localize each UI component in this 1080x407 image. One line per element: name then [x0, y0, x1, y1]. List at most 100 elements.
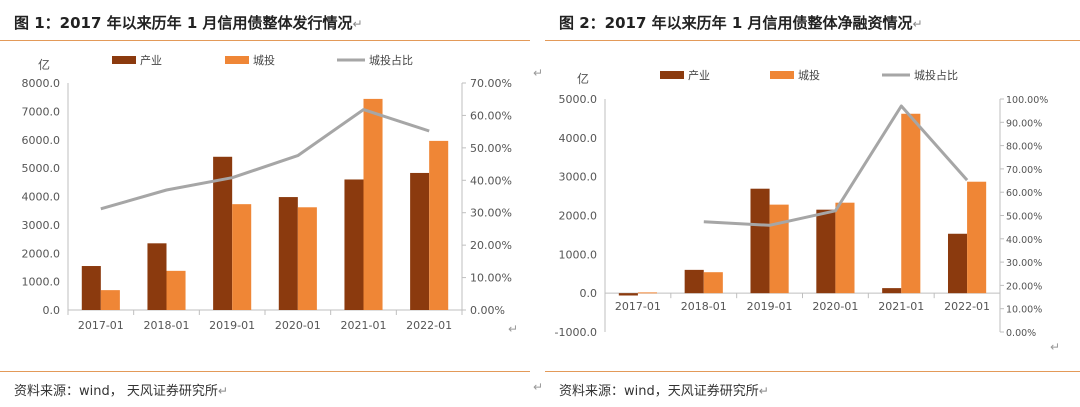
- title-divider: [0, 40, 530, 41]
- source-divider: [545, 371, 1080, 372]
- left-tick-label: 4000.0: [22, 191, 61, 204]
- category-label: 2019-01: [747, 300, 793, 313]
- right-tick-label: 0.00%: [470, 304, 505, 317]
- bar-产业: [882, 288, 902, 294]
- right-tick-label: 20.00%: [470, 239, 512, 252]
- bar-产业: [344, 179, 364, 310]
- left-tick-label: 6000.0: [22, 134, 61, 147]
- figure-1-title: 图 1：2017 年以来历年 1 月信用债整体发行情况↵: [14, 14, 363, 32]
- right-tick-label: 70.00%: [470, 77, 512, 90]
- bar-产业: [410, 172, 430, 310]
- right-tick-label: 10.00%: [1006, 305, 1042, 316]
- return-mark: ↵: [758, 384, 769, 398]
- figure-2-source: 资料来源：wind，天风证券研究所↵: [559, 384, 769, 399]
- legend-label: 城投占比: [914, 68, 958, 82]
- left-tick-label: 0.0: [43, 304, 61, 317]
- figure-1-chart: 亿 0.0 1000.0 2000.0 3000.0 4000.0 5000.0 6000.0…: [22, 53, 512, 332]
- source-divider: [0, 371, 530, 372]
- category-label: 2021-01: [341, 319, 387, 332]
- return-mark: ↵: [508, 322, 519, 336]
- line-城投占比: [703, 104, 969, 227]
- return-mark: ↵: [1050, 340, 1061, 354]
- bar-产业: [278, 197, 298, 310]
- y-axis-unit: 亿: [577, 71, 589, 86]
- right-tick-label: 60.00%: [1006, 188, 1042, 199]
- figure-2-panel: 图 2：2017 年以来历年 1 月信用债整体净融资情况↵ 亿 -1000.0 0.…: [545, 0, 1080, 407]
- figure-1-source: 资料来源：wind， 天风证券研究所↵: [14, 384, 228, 399]
- return-mark: ↵: [912, 17, 923, 31]
- right-tick-label: 30.00%: [470, 207, 512, 220]
- bar-城投: [429, 140, 449, 310]
- bar-城投: [297, 207, 317, 310]
- bar-城投: [901, 113, 921, 294]
- legend-swatch: [770, 71, 794, 79]
- right-tick-label: 40.00%: [470, 174, 512, 187]
- bar-产业: [81, 266, 101, 310]
- bar-城投: [363, 98, 383, 310]
- bar-城投: [637, 292, 658, 294]
- bar-产业: [684, 269, 704, 294]
- right-tick-label: 10.00%: [470, 272, 512, 285]
- left-tick-label: 7000.0: [22, 105, 61, 118]
- legend-swatch: [225, 56, 249, 64]
- right-tick-label: 20.00%: [1006, 281, 1042, 292]
- category-label: 2018-01: [681, 300, 727, 313]
- figure-1-panel: 图 1：2017 年以来历年 1 月信用债整体发行情况↵ 亿 0.0 1000.0 2…: [0, 0, 530, 407]
- bar-城投: [703, 272, 723, 294]
- title-divider: [545, 40, 1080, 41]
- right-tick-label: 80.00%: [1006, 142, 1042, 153]
- category-label: 2022-01: [406, 319, 452, 332]
- line-城投占比: [100, 108, 430, 211]
- legend-swatch: [112, 56, 136, 64]
- category-label: 2017-01: [615, 300, 661, 313]
- bar-产业: [816, 209, 836, 294]
- bar-城投: [100, 290, 120, 310]
- bar-产业: [213, 156, 233, 310]
- right-tick-label: 100.00%: [1006, 95, 1048, 106]
- right-tick-label: 40.00%: [1006, 235, 1042, 246]
- legend-label: 城投: [798, 68, 820, 82]
- bar-城投: [232, 204, 252, 310]
- left-tick-label: 4000.0: [559, 132, 598, 145]
- category-label: 2022-01: [944, 300, 990, 313]
- left-tick-label: 1000.0: [559, 248, 598, 261]
- return-mark: ↵: [217, 384, 228, 398]
- return-mark: ↵: [533, 380, 544, 394]
- left-tick-label: 2000.0: [559, 210, 598, 223]
- category-label: 2021-01: [878, 300, 924, 313]
- right-tick-label: 50.00%: [1006, 212, 1042, 223]
- return-mark: ↵: [352, 17, 363, 31]
- bar-城投: [769, 204, 789, 294]
- left-tick-label: 5000.0: [22, 162, 61, 175]
- category-label: 2018-01: [144, 319, 190, 332]
- right-tick-label: 90.00%: [1006, 118, 1042, 129]
- legend-label: 产业: [140, 53, 162, 67]
- left-tick-label: 2000.0: [22, 247, 61, 260]
- left-tick-label: 3000.0: [22, 219, 61, 232]
- category-label: 2020-01: [812, 300, 858, 313]
- category-label: 2017-01: [78, 319, 124, 332]
- category-label: 2019-01: [209, 319, 255, 332]
- bar-产业: [618, 293, 638, 296]
- bar-城投: [835, 202, 855, 294]
- y-axis-unit: 亿: [38, 57, 50, 72]
- category-label: 2020-01: [275, 319, 321, 332]
- return-mark: ↵: [533, 66, 544, 80]
- left-tick-label: 1000.0: [22, 276, 61, 289]
- right-tick-label: 30.00%: [1006, 258, 1042, 269]
- figure-2-chart: 亿 -1000.0 0.0 1000.0 2000.0 3000.0 4000.0 5000.…: [555, 68, 1049, 339]
- left-tick-label: -1000.0: [555, 326, 597, 339]
- legend-label: 城投: [253, 53, 275, 67]
- left-tick-label: 5000.0: [559, 93, 598, 106]
- bar-产业: [147, 243, 167, 310]
- right-tick-label: 0.00%: [1006, 328, 1036, 339]
- right-tick-label: 60.00%: [470, 109, 512, 122]
- bar-城投: [967, 181, 987, 294]
- right-tick-label: 70.00%: [1006, 165, 1042, 176]
- bar-产业: [750, 188, 770, 294]
- right-tick-label: 50.00%: [470, 142, 512, 155]
- bar-城投: [166, 270, 186, 310]
- legend-label: 产业: [688, 68, 710, 82]
- legend-label: 城投占比: [369, 53, 413, 67]
- figure-2-title: 图 2：2017 年以来历年 1 月信用债整体净融资情况↵: [559, 14, 923, 32]
